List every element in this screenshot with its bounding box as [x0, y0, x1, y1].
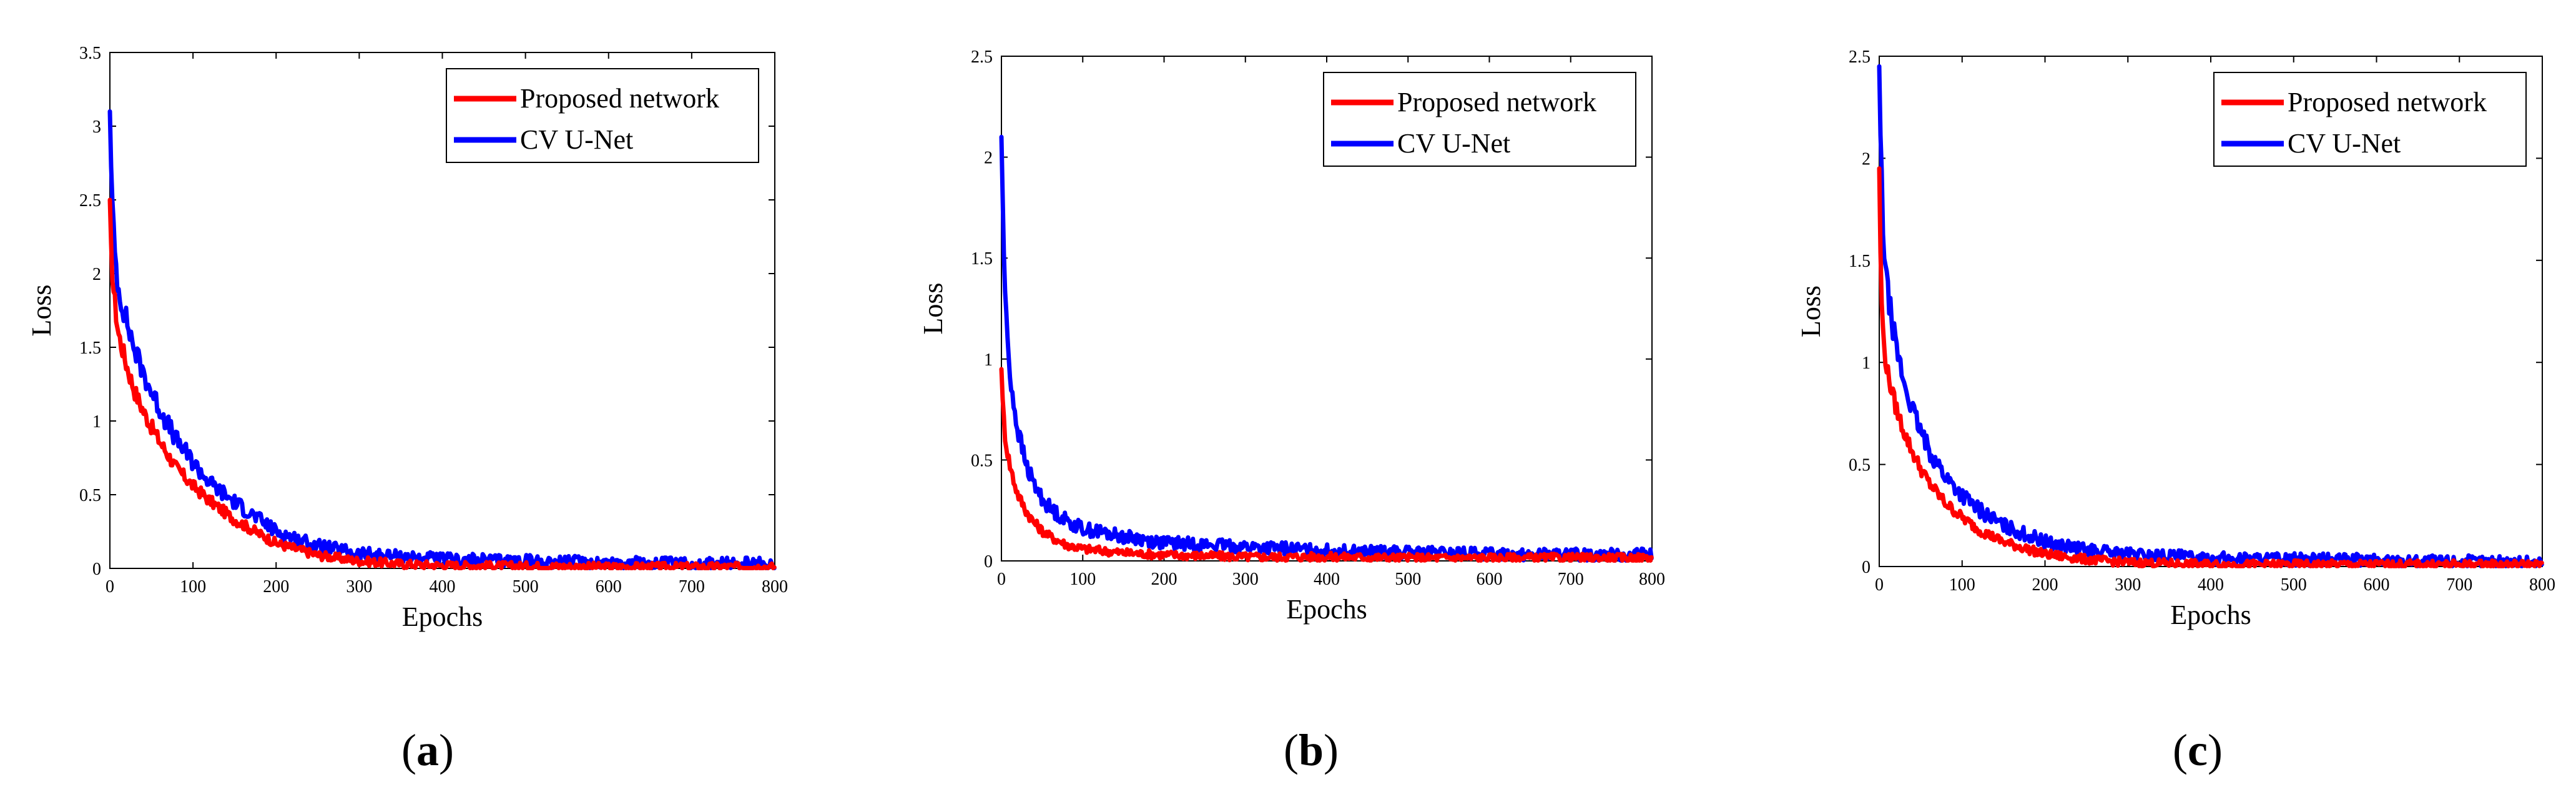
x-tick-label: 200	[263, 577, 289, 597]
panel-caption-letter: c	[2188, 725, 2208, 775]
y-tick-label: 0	[984, 552, 993, 572]
series-line-proposed-network	[999, 367, 1654, 563]
legend-label-proposed-network: Proposed network	[2288, 87, 2487, 117]
x-tick-label: 700	[2446, 575, 2472, 595]
x-tick-label: 500	[1395, 570, 1421, 589]
y-tick-label: 2.5	[971, 47, 993, 67]
y-tick-label: 0.5	[971, 451, 993, 470]
panel-caption: (b)	[1284, 725, 1339, 775]
y-tick-label: 3	[92, 117, 101, 137]
x-tick-label: 300	[2115, 575, 2141, 595]
y-tick-label: 1.5	[1849, 252, 1871, 271]
legend-label-proposed-network: Proposed network	[1397, 87, 1596, 117]
legend-label-cv-u-net: CV U-Net	[520, 124, 633, 155]
y-tick-label: 2	[984, 149, 993, 168]
y-tick-label: 0.5	[79, 486, 101, 505]
legend-label-proposed-network: Proposed network	[520, 83, 719, 114]
legend-box	[446, 68, 759, 163]
x-tick-label: 300	[1232, 570, 1259, 589]
y-tick-label: 1	[1862, 354, 1871, 373]
x-tick-label: 400	[2198, 575, 2224, 595]
legend-label-cv-u-net: CV U-Net	[2288, 128, 2401, 159]
y-tick-label: 3.5	[79, 44, 101, 63]
y-tick-label: 1	[92, 412, 101, 432]
x-tick-label: 100	[1069, 570, 1096, 589]
x-tick-label: 600	[2364, 575, 2390, 595]
y-tick-label: 0	[1862, 558, 1871, 577]
x-tick-label: 100	[1949, 575, 1975, 595]
x-tick-label: 800	[1639, 570, 1665, 589]
y-tick-label: 2	[1862, 149, 1871, 169]
series-line-proposed-network	[107, 197, 777, 570]
x-tick-label: 600	[596, 577, 622, 597]
y-tick-label: 1.5	[971, 249, 993, 269]
panel-caption: (c)	[2173, 725, 2223, 775]
x-axis-label: Epochs	[1286, 594, 1367, 625]
series-line-cv-u-net	[999, 134, 1654, 563]
series-line-proposed-network	[1877, 166, 2544, 568]
chart-panel-b: 0 100 200 300 400 500 600 700 800 0 0.5 1 1.5 2 2.5 Epo…	[918, 47, 1665, 775]
x-tick-label: 800	[2529, 575, 2555, 595]
x-tick-label: 700	[1558, 570, 1584, 589]
x-tick-label: 200	[2032, 575, 2058, 595]
x-tick-label: 500	[2281, 575, 2307, 595]
x-tick-label: 700	[679, 577, 705, 597]
x-tick-label: 300	[346, 577, 372, 597]
chart-panel-a: 0 100 200 300 400 500 600 700 800 0 0.5 1 1.5 2 2.5 3 3.…	[26, 44, 788, 775]
x-tick-label: 200	[1151, 570, 1177, 589]
x-tick-label: 600	[1477, 570, 1503, 589]
y-tick-label: 0	[92, 560, 101, 579]
panel-caption-letter: a	[416, 725, 439, 775]
y-tick-label: 1	[984, 350, 993, 370]
y-tick-label: 0.5	[1849, 456, 1871, 475]
legend-label-cv-u-net: CV U-Net	[1397, 128, 1510, 159]
y-tick-label: 2.5	[79, 191, 101, 210]
y-tick-label: 2.5	[1849, 47, 1871, 67]
panel-caption-letter: b	[1299, 725, 1324, 775]
y-tick-label: 2	[92, 265, 101, 284]
y-axis-label: Loss	[918, 282, 948, 334]
legend-box	[2213, 72, 2527, 167]
x-tick-label: 800	[762, 577, 788, 597]
chart-panel-c: 0 100 200 300 400 500 600 700 800 0 0.5 1 1.5 2 2.5 Epo…	[1796, 47, 2555, 775]
x-tick-label: 500	[513, 577, 539, 597]
x-tick-label: 0	[997, 570, 1006, 589]
x-tick-label: 0	[1875, 575, 1884, 595]
x-tick-label: 100	[180, 577, 206, 597]
legend-box	[1323, 72, 1636, 167]
y-axis-label: Loss	[26, 284, 57, 336]
panel-caption: (a)	[401, 725, 454, 775]
x-axis-label: Epochs	[2170, 600, 2251, 630]
x-tick-label: 0	[106, 577, 114, 597]
x-tick-label: 400	[430, 577, 456, 597]
y-axis-label: Loss	[1796, 285, 1826, 337]
x-axis-label: Epochs	[402, 602, 483, 632]
y-tick-label: 1.5	[79, 339, 101, 358]
x-tick-label: 400	[1314, 570, 1340, 589]
